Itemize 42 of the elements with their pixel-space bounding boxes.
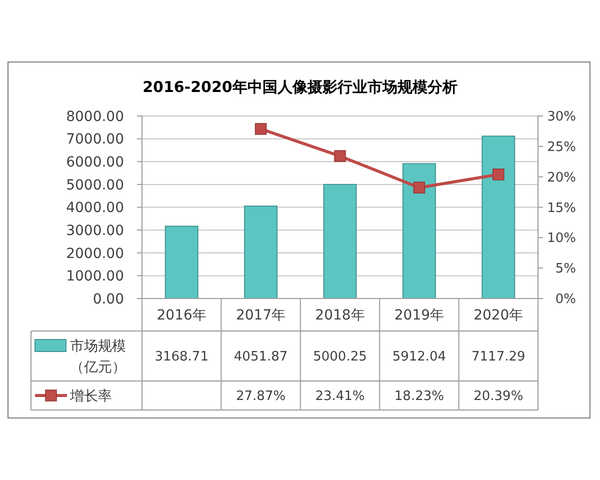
bar xyxy=(323,184,357,299)
y2-tick-label: 0% xyxy=(555,292,576,308)
point xyxy=(334,150,346,162)
x-tick-label: 2019年 xyxy=(394,308,444,324)
bar xyxy=(482,136,516,299)
bar xyxy=(402,163,436,299)
chart-title: 2016-2020年中国人像摄影行业市场规模分析 xyxy=(142,78,458,96)
y-tick-label: 4000.00 xyxy=(66,200,124,216)
data-label: 23.41% xyxy=(315,389,365,404)
x-tick-label: 2016年 xyxy=(156,308,206,324)
x-tick-label: 2020年 xyxy=(474,308,524,324)
y-tick-label: 8000.00 xyxy=(66,108,124,125)
y-tick-label: 2000.00 xyxy=(66,246,124,262)
data-label: 3168.71 xyxy=(154,350,208,365)
y-tick-label: 0.00 xyxy=(92,291,124,308)
y2-tick-label: 15% xyxy=(547,200,576,216)
data-label: 7117.29 xyxy=(472,350,526,365)
data-label: 20.39% xyxy=(474,389,524,404)
y-tick-label: 5000.00 xyxy=(66,177,124,194)
x-tick-label: 2017年 xyxy=(236,308,286,324)
y2-tick-label: 30% xyxy=(547,110,576,125)
legend-label: 增长率 xyxy=(69,388,112,404)
y2-tick-label: 5% xyxy=(555,262,576,277)
data-label: 27.87% xyxy=(236,389,286,404)
y-tick-label: 3000.00 xyxy=(66,222,124,239)
point xyxy=(413,182,426,194)
y-tick-label: 6000.00 xyxy=(66,154,124,171)
x-tick-label: 2018年 xyxy=(315,308,365,324)
point xyxy=(254,123,267,135)
bar xyxy=(244,206,278,299)
data-label: 5912.04 xyxy=(392,350,446,365)
y-tick-label: 1000.00 xyxy=(66,268,124,285)
y2-tick-label: 25% xyxy=(547,140,576,155)
data-label: 5000.25 xyxy=(313,350,367,365)
y-tick-label: 7000.00 xyxy=(66,132,124,148)
legend-label: 市场规模（亿元） xyxy=(70,338,126,376)
data-label: 4051.87 xyxy=(234,350,288,365)
bar xyxy=(164,226,198,299)
y2-tick-label: 10% xyxy=(547,231,576,246)
point xyxy=(492,168,504,180)
data-label: 18.23% xyxy=(394,389,444,404)
y2-tick-label: 20% xyxy=(547,170,576,186)
